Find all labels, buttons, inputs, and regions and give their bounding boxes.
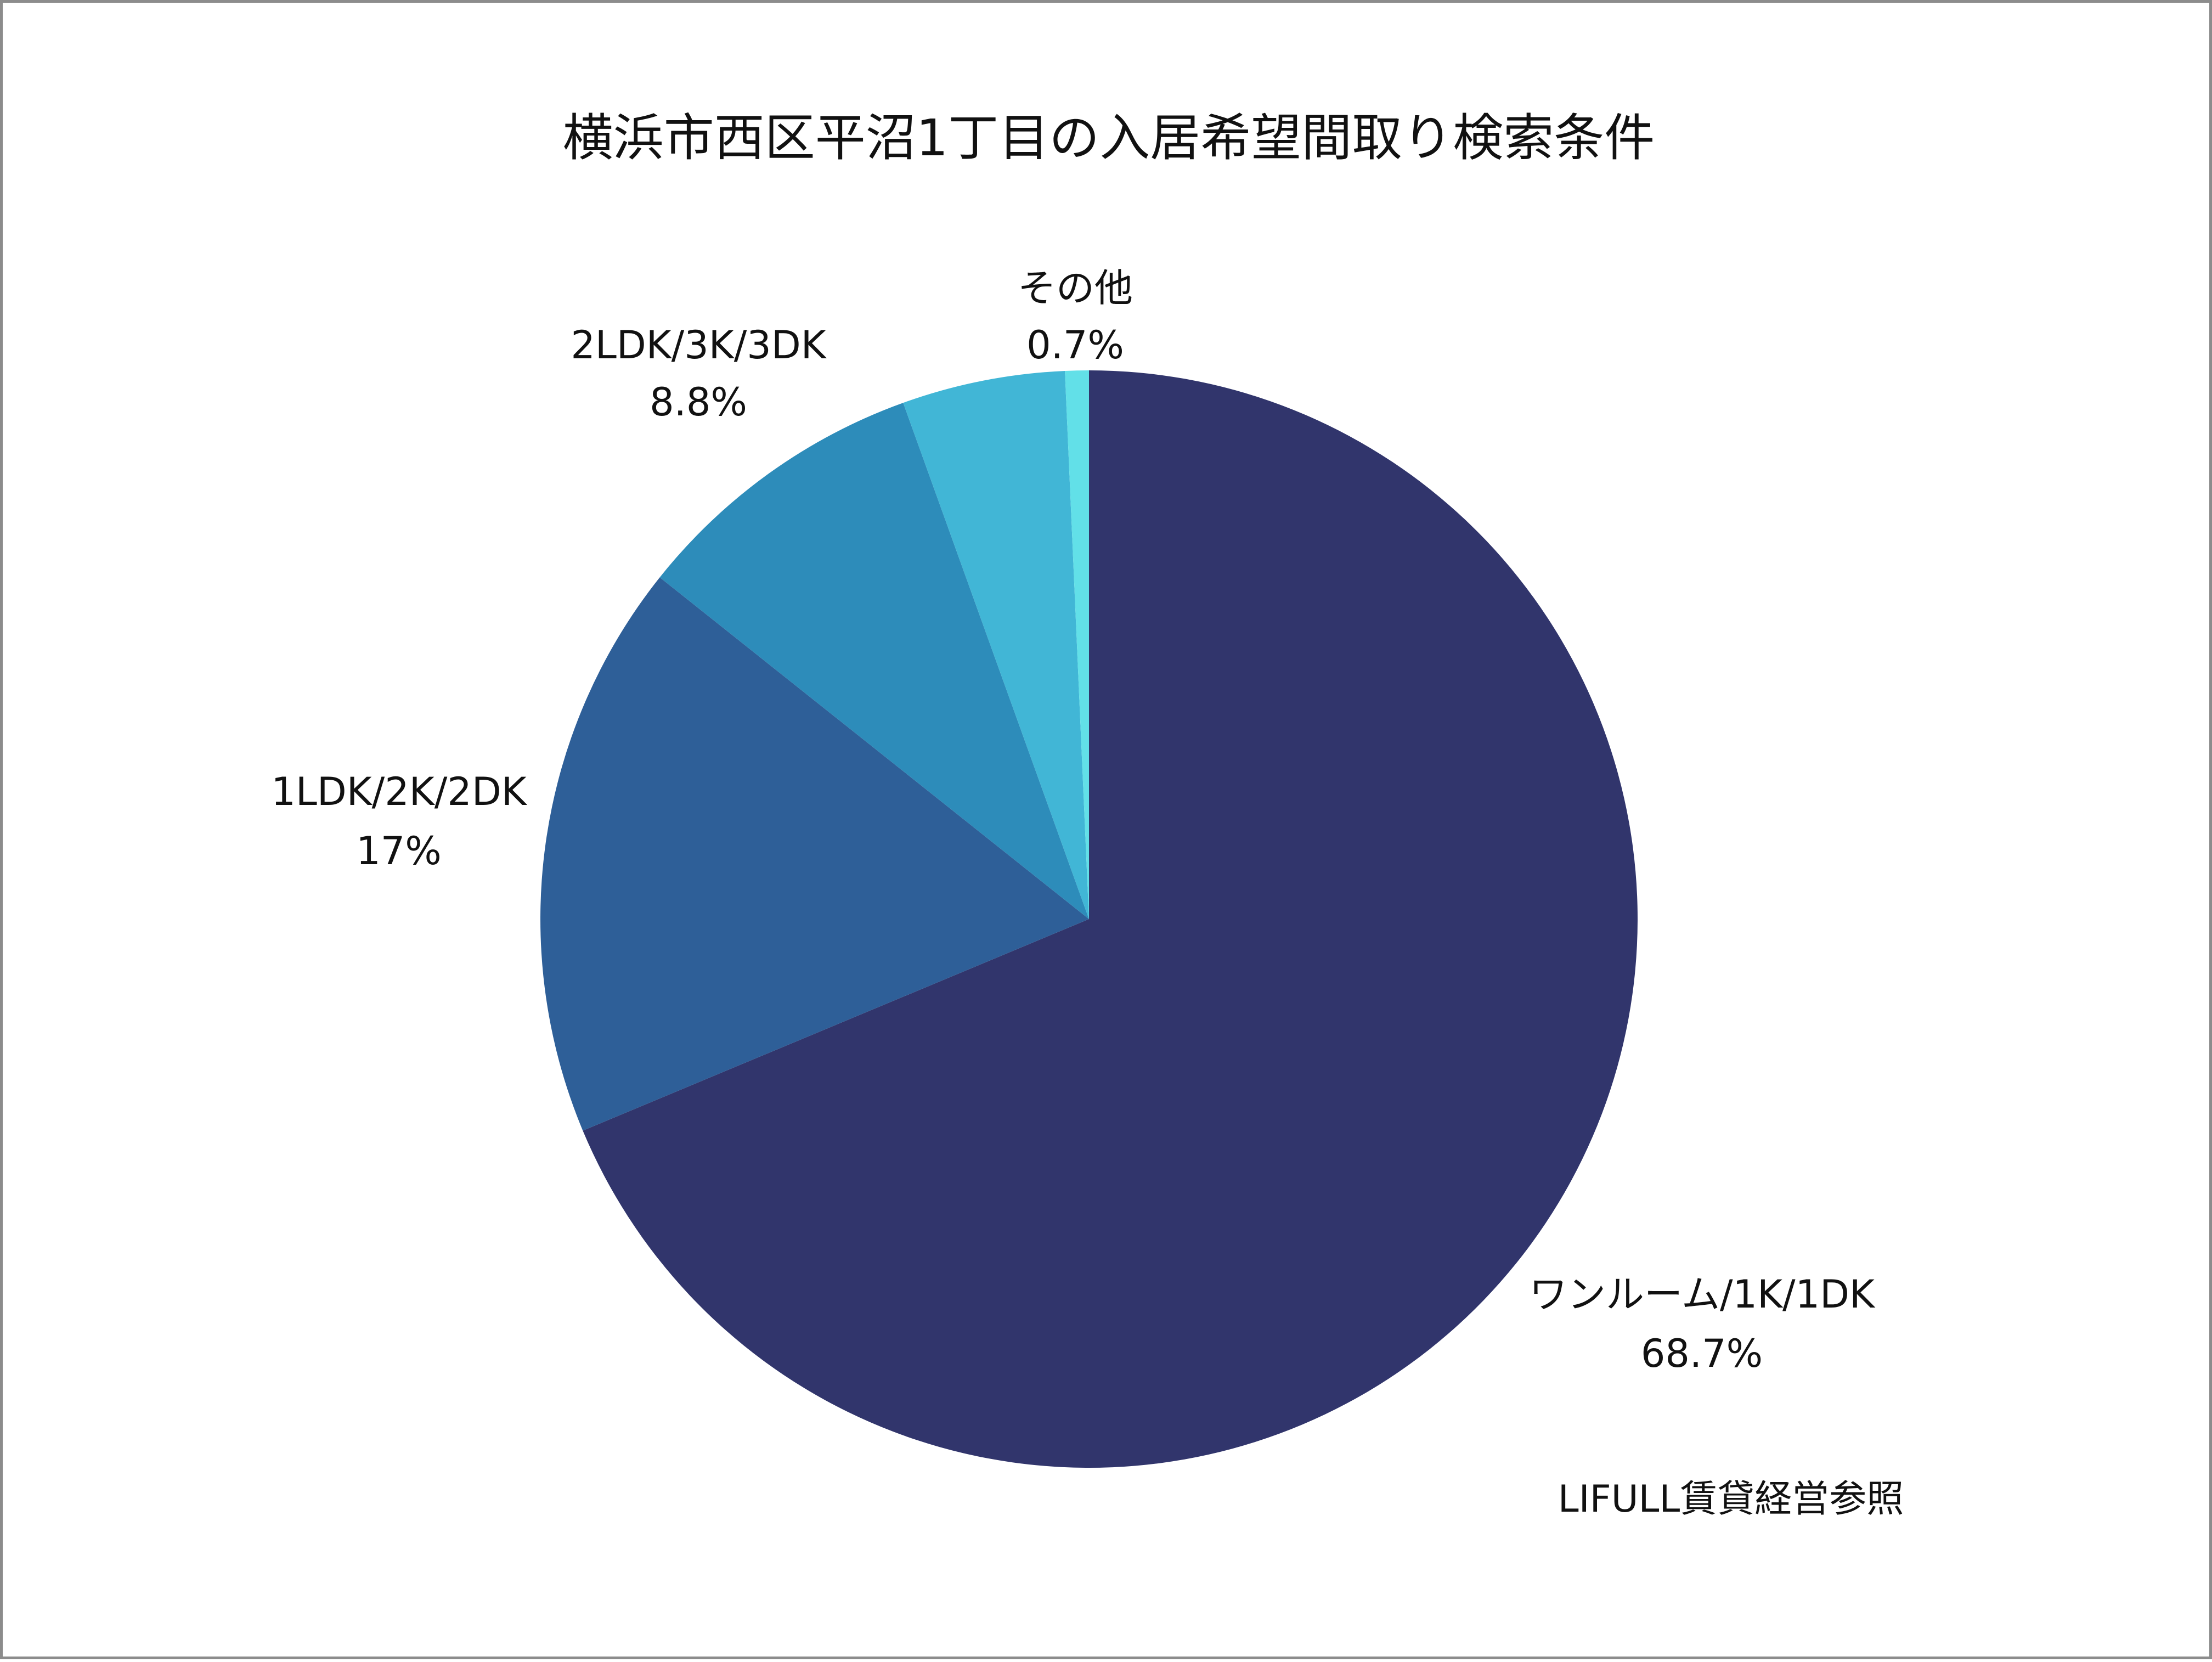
pie-slice-0 <box>583 370 1638 1468</box>
slice-0-value: 68.7% <box>1641 1331 1763 1376</box>
pie-slice-2 <box>659 403 1089 919</box>
pie-slices <box>540 370 1638 1468</box>
slice-1-value: 17% <box>356 829 442 874</box>
pie-slice-4 <box>1065 370 1089 919</box>
slice-label-1: 1LDK/2K/2DK 17% <box>271 769 527 874</box>
slice-4-value: 0.7% <box>1026 323 1124 368</box>
chart-title: 横浜市西区平沼1丁目の入居希望間取り検索条件 <box>563 109 1655 167</box>
slice-label-4: その他 0.7% <box>1018 266 1133 368</box>
slice-2-value: 8.8% <box>650 380 747 425</box>
slice-0-category: ワンルーム/1K/1DK <box>1529 1272 1876 1317</box>
pie-slice-1 <box>540 577 1089 1131</box>
slice-1-category: 1LDK/2K/2DK <box>271 769 527 814</box>
slice-label-2: 2LDK/3K/3DK 8.8% <box>571 323 827 425</box>
slice-2-category: 2LDK/3K/3DK <box>571 323 827 368</box>
pie-slice-3 <box>903 370 1089 919</box>
source-note: LIFULL賃貸経営参照 <box>1558 1478 1904 1521</box>
slice-label-0: ワンルーム/1K/1DK 68.7% <box>1529 1272 1876 1376</box>
slice-4-category: その他 <box>1018 266 1133 311</box>
pie-chart: 横浜市西区平沼1丁目の入居希望間取り検索条件 ワンルーム/1K/1DK 68.7… <box>271 109 1904 1521</box>
